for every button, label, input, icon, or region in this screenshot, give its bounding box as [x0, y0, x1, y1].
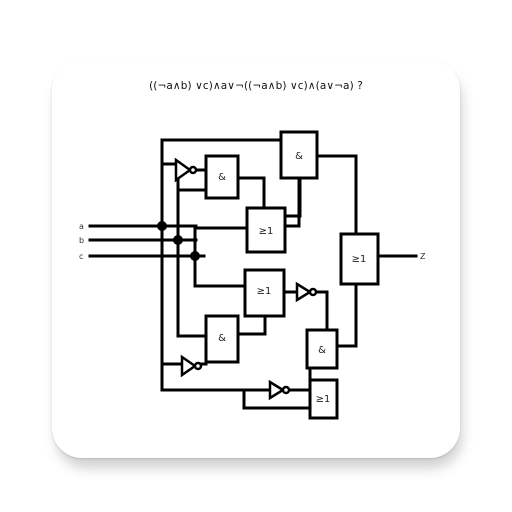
gate-or-upper-middle: [245, 206, 287, 254]
label-or-upper-middle: ≥1: [259, 226, 274, 237]
boolean-formula: ((¬a∧b) ∨c)∧a∨¬((¬a∧b) ∨c)∧(a∨¬a) ?: [149, 80, 363, 92]
not-bubble-lower-left: [193, 361, 203, 371]
gate-or-lower-middle: [243, 268, 286, 318]
not-gate-middle: [295, 281, 313, 303]
label-and-right-lower: &: [318, 345, 326, 356]
not-gate-bottom: [268, 379, 286, 401]
input-label-a: a: [79, 222, 84, 231]
not-gate-top: [174, 157, 193, 183]
not-bubble-bottom: [281, 385, 291, 395]
label-or-bottom: ≥1: [316, 394, 331, 405]
label-and-top: &: [295, 151, 303, 162]
label-or-final: ≥1: [352, 254, 367, 265]
gate-or-final: [339, 232, 380, 286]
input-label-b: b: [79, 236, 84, 245]
output-label-z: Z: [420, 252, 426, 261]
junction-dots: [157, 221, 200, 261]
label-or-lower-middle: ≥1: [257, 286, 272, 297]
input-label-c: c: [79, 252, 83, 261]
not-bubble-middle: [308, 287, 318, 297]
label-and-left-lower: &: [218, 333, 226, 344]
app-icon-card[interactable]: ((¬a∧b) ∨c)∧a∨¬((¬a∧b) ∨c)∧(a∨¬a) ?: [52, 60, 460, 458]
gate-and-top: [279, 130, 319, 180]
gate-or-bottom: [308, 378, 339, 420]
gate-and-left-upper: [204, 154, 240, 200]
not-gate-lower-left: [180, 354, 198, 378]
gate-and-left-lower: [204, 314, 240, 364]
label-and-left-upper: &: [218, 172, 226, 183]
gate-and-right-lower: [305, 328, 339, 370]
not-bubble-top: [188, 165, 198, 175]
